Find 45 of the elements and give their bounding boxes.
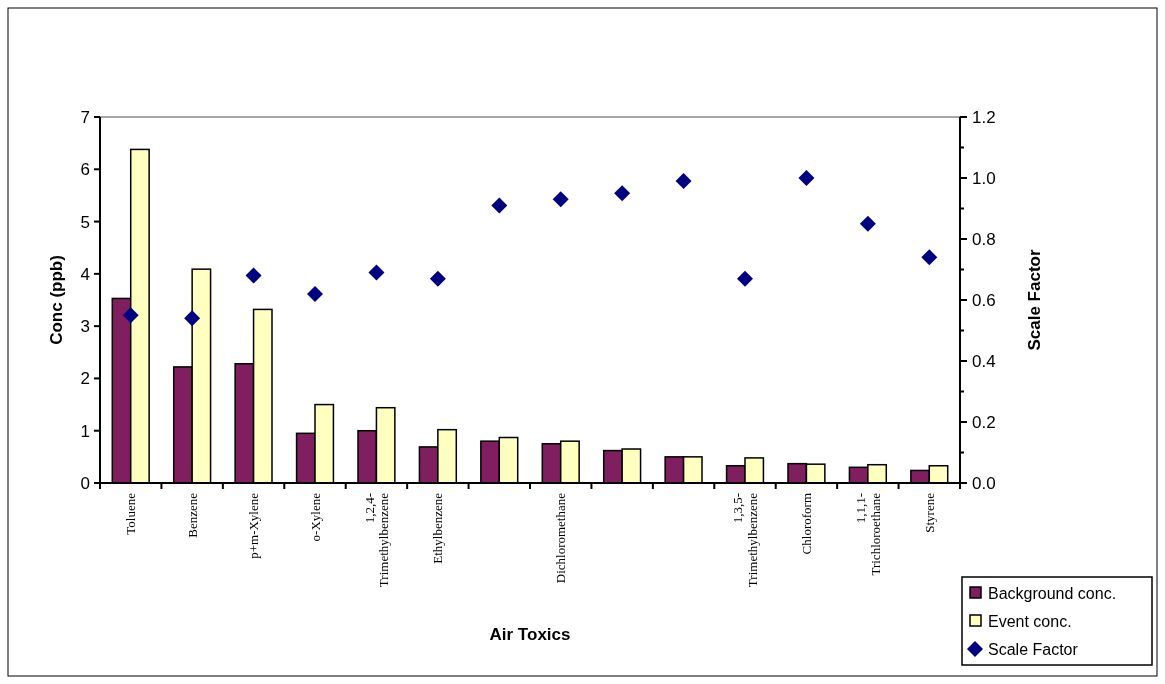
y-tick-label: 3 [80, 317, 90, 337]
y2-tick-label: 0.0 [972, 473, 996, 493]
legend-label: Scale Factor [988, 640, 1079, 658]
legend-label: Background conc. [988, 584, 1117, 602]
x-tick-label: Chloroform [798, 493, 814, 555]
x-tick-label: p+m-Xylene [246, 492, 262, 559]
x-tick-label: Toluene [123, 492, 139, 535]
y2-tick-label: 0.8 [972, 229, 996, 249]
y2-axis-title: Scale Factor [1025, 249, 1044, 351]
point [798, 170, 815, 186]
point [429, 270, 446, 287]
y-axis-title: Conc (ppb) [47, 255, 66, 345]
y-tick-label: 7 [80, 107, 90, 127]
point [184, 310, 201, 327]
x-tick-label: o-Xylene [307, 492, 323, 542]
point [552, 191, 569, 208]
x-tick-label: Styrene [921, 492, 937, 533]
legend-label: Event conc. [988, 612, 1072, 630]
y2-tick-label: 1.0 [972, 168, 996, 188]
y2-tick-label: 0.2 [972, 412, 996, 432]
point [614, 185, 631, 202]
y-tick-label: 0 [80, 473, 90, 493]
x-axis-title: Air Toxics [489, 625, 571, 644]
point [921, 249, 938, 266]
point [307, 285, 323, 302]
point [491, 197, 508, 214]
x-tick-label: Dichloromethane [553, 492, 569, 584]
point [368, 264, 385, 281]
point [245, 267, 262, 284]
y2-tick-label: 0.6 [972, 290, 996, 310]
point [859, 215, 876, 232]
y2-tick-label: 0.4 [972, 351, 996, 371]
point [122, 307, 139, 324]
point [675, 173, 692, 190]
x-tick-label: 1,1,1-Trichloroethane [853, 492, 883, 576]
y-tick-label: 1 [80, 421, 90, 441]
x-tick-label: Benzene [184, 492, 200, 538]
y-tick-label: 6 [80, 160, 90, 180]
point [737, 270, 753, 287]
y-tick-label: 2 [80, 369, 90, 389]
y2-tick-label: 1.2 [972, 107, 996, 127]
y-tick-label: 5 [80, 212, 90, 232]
x-tick-label: 1,3,5-Trimethylbenzene [730, 492, 760, 588]
y-tick-label: 4 [80, 264, 90, 284]
x-tick-label: Ethylbenzene [430, 492, 446, 564]
